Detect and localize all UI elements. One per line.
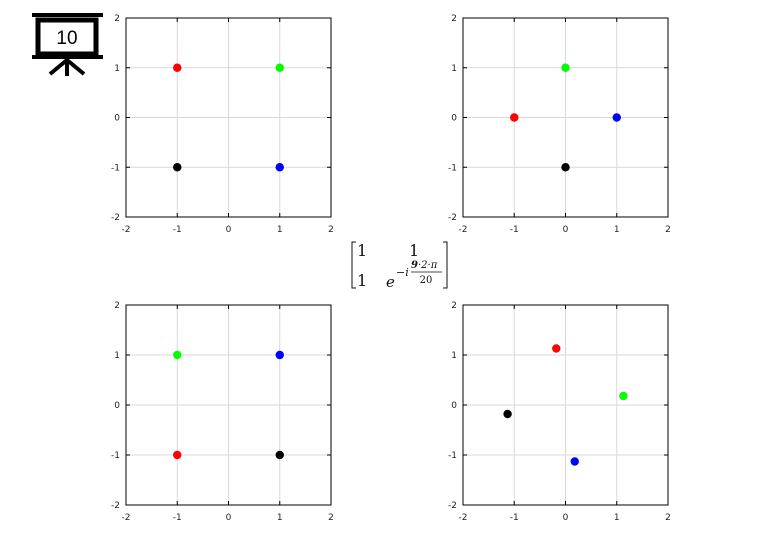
data-point xyxy=(561,63,570,72)
x-tick-label: 0 xyxy=(563,225,569,235)
data-point xyxy=(173,63,182,72)
y-tick-label: 0 xyxy=(114,401,120,411)
y-tick-label: 2 xyxy=(451,301,457,311)
matrix-expression: 1 1 1 e −i 9 ·2·π 20 xyxy=(351,241,448,291)
y-tick-label: -1 xyxy=(111,163,120,173)
y-tick-label: 1 xyxy=(114,351,120,361)
board-top-bar xyxy=(32,13,103,17)
badge-label: 10 xyxy=(56,28,77,49)
y-tick-label: 2 xyxy=(451,14,457,24)
data-point xyxy=(275,63,284,72)
data-point xyxy=(173,450,182,460)
scatter-panel-1: -2 -1 0 1 2 -2 -1 0 1 2 xyxy=(111,14,334,235)
scatter-panel-3: -2 -1 0 1 2 -2 -1 0 1 2 xyxy=(111,301,334,523)
matrix-exp-highlight: 9 xyxy=(411,260,418,271)
matrix-r1c2: 1 xyxy=(409,241,419,260)
y-tick-label: 2 xyxy=(114,14,120,24)
data-point xyxy=(503,409,512,419)
y-tick-label: -1 xyxy=(111,451,120,461)
y-tick-label: -1 xyxy=(448,163,457,173)
x-tick-label: -2 xyxy=(122,513,131,523)
data-point xyxy=(552,344,561,353)
data-point xyxy=(561,163,570,172)
x-tick-label: -1 xyxy=(510,225,519,235)
data-point xyxy=(173,163,182,172)
data-point xyxy=(173,350,182,360)
x-tick-label: 1 xyxy=(277,513,283,523)
y-tick-label: -2 xyxy=(111,213,120,223)
data-point xyxy=(275,163,284,172)
y-tick-label: 0 xyxy=(451,114,457,124)
matrix-exp-base: e xyxy=(386,273,395,291)
x-tick-label: 2 xyxy=(328,225,334,235)
y-tick-label: 1 xyxy=(114,64,120,74)
x-tick-label: 1 xyxy=(614,513,620,523)
plot-grid: -2 -1 0 1 2 -2 -1 0 1 2 -2 -1 0 1 2 -2 -1 0 1 2 -2 -1 0 1 2 -2 -1 0… xyxy=(111,14,671,523)
y-tick-label: -2 xyxy=(448,213,457,223)
x-tick-label: 2 xyxy=(665,225,671,235)
data-point xyxy=(275,350,284,360)
data-point xyxy=(570,457,579,466)
x-tick-label: 2 xyxy=(665,513,671,523)
x-tick-label: 2 xyxy=(328,513,334,523)
y-tick-label: -1 xyxy=(448,451,457,461)
x-tick-label: -2 xyxy=(459,225,468,235)
board-frame xyxy=(35,17,99,57)
matrix-r2c1: 1 xyxy=(357,271,367,290)
y-tick-label: 2 xyxy=(114,301,120,311)
data-point xyxy=(612,113,621,122)
matrix-exp-numerator: ·2·π xyxy=(418,260,438,271)
y-tick-label: -2 xyxy=(111,501,120,511)
x-tick-label: 0 xyxy=(226,513,232,523)
matrix-left-bracket xyxy=(351,241,356,289)
scatter-panel-4: -2 -1 0 1 2 -2 -1 0 1 2 xyxy=(448,301,671,523)
x-tick-label: 0 xyxy=(226,225,232,235)
x-tick-label: 1 xyxy=(277,225,283,235)
matrix-r1c1: 1 xyxy=(357,241,367,260)
data-point xyxy=(510,113,519,122)
board-bottom-bar xyxy=(32,55,103,59)
x-tick-label: 0 xyxy=(563,513,569,523)
y-tick-label: 1 xyxy=(451,64,457,74)
scatter-panel-2: -2 -1 0 1 2 -2 -1 0 1 2 xyxy=(448,14,671,235)
x-tick-label: -1 xyxy=(173,225,182,235)
board-leg-left xyxy=(48,58,69,76)
x-tick-label: 1 xyxy=(614,225,620,235)
matrix-right-bracket xyxy=(443,241,448,289)
matrix-exp-sign: −i xyxy=(396,266,409,279)
y-tick-label: -2 xyxy=(448,501,457,511)
x-tick-label: -2 xyxy=(459,513,468,523)
x-tick-label: -2 xyxy=(122,225,131,235)
x-tick-label: -1 xyxy=(510,513,519,523)
data-point xyxy=(619,391,628,401)
y-tick-label: 0 xyxy=(451,401,457,411)
y-tick-label: 0 xyxy=(114,114,120,124)
x-tick-label: -1 xyxy=(173,513,182,523)
y-tick-label: 1 xyxy=(451,351,457,361)
matrix-exp-denominator: 20 xyxy=(420,275,433,286)
data-point xyxy=(275,450,284,460)
board-leg-right xyxy=(65,58,86,76)
presentation-board-icon[interactable]: 10 xyxy=(32,13,103,76)
